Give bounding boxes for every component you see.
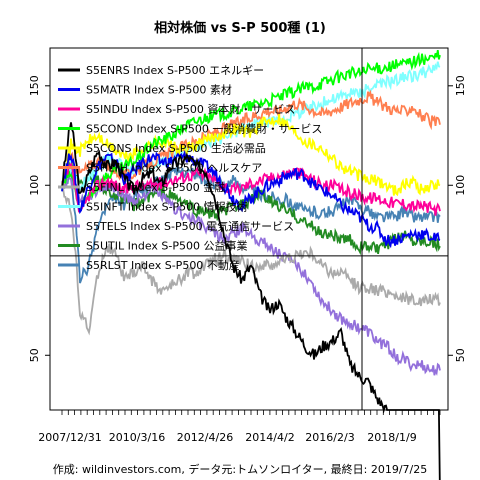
legend-label-3: S5COND Index S-P500 一般消費財・サービス — [86, 122, 322, 136]
y-tick-label-left-2: 150 — [28, 75, 41, 96]
legend-label-4: S5CONS Index S-P500 生活必需品 — [86, 141, 266, 155]
chart-caption: 作成: wildinvestors.com, データ元:トムソンロイター, 最終… — [53, 462, 427, 476]
series-line-1 — [61, 149, 441, 249]
chart-title: 相対株価 vs S-P 500種 (1) — [154, 20, 326, 36]
series-line-0 — [61, 122, 441, 480]
legend-label-10: S5RLST Index S-P500 不動産 — [86, 258, 240, 272]
series-line-8 — [61, 175, 441, 376]
x-tick-label-2: 2012/4/26 — [177, 431, 233, 444]
legend-label-9: S5UTIL Index S-P500 公益事業 — [86, 239, 247, 253]
y-tick-label-left-0: 50 — [28, 348, 41, 362]
x-tick-label-0: 2007/12/31 — [38, 431, 101, 444]
x-tick-label-5: 2018/1/9 — [367, 431, 416, 444]
legend-label-7: S5INFT Index S-P500 情報技術 — [86, 201, 248, 214]
legend-label-2: S5INDU Index S-P500 資本財・サービス — [86, 102, 295, 116]
reference-lines — [50, 48, 448, 410]
legend-label-1: S5MATR Index S-P500 素材 — [86, 83, 232, 97]
legend: S5ENRS Index S-P500 エネルギー S5MATR Index S-… — [58, 64, 322, 272]
x-tick-label-4: 2016/2/3 — [305, 431, 354, 444]
series-line-3 — [61, 49, 441, 213]
legend-label-6: S5FINL Index S-P500 金融 — [86, 180, 225, 194]
x-tick-label-1: 2010/3/16 — [109, 431, 165, 444]
series-line-4 — [61, 114, 441, 197]
series-layer — [61, 49, 441, 480]
y-tick-label-right-1: 100 — [454, 175, 467, 196]
y-tick-label-right-0: 50 — [454, 348, 467, 362]
y-tick-label-left-1: 100 — [28, 175, 41, 196]
plot-area — [49, 47, 449, 411]
series-line-2 — [61, 162, 441, 216]
x-tick-label-3: 2014/4/2 — [245, 431, 294, 444]
series-line-6 — [61, 186, 441, 336]
legend-label-5: S5HLTH Index S-P500 ヘルスケア — [86, 162, 262, 175]
y-tick-label-right-2: 150 — [454, 75, 467, 96]
axes: 50 50 100 100 150 150 2007/12/31 2010/3/16 2012/… — [28, 75, 467, 444]
legend-label-0: S5ENRS Index S-P500 エネルギー — [86, 64, 264, 77]
legend-label-8: S5TELS Index S-P500 電気通信サービス — [86, 219, 294, 233]
